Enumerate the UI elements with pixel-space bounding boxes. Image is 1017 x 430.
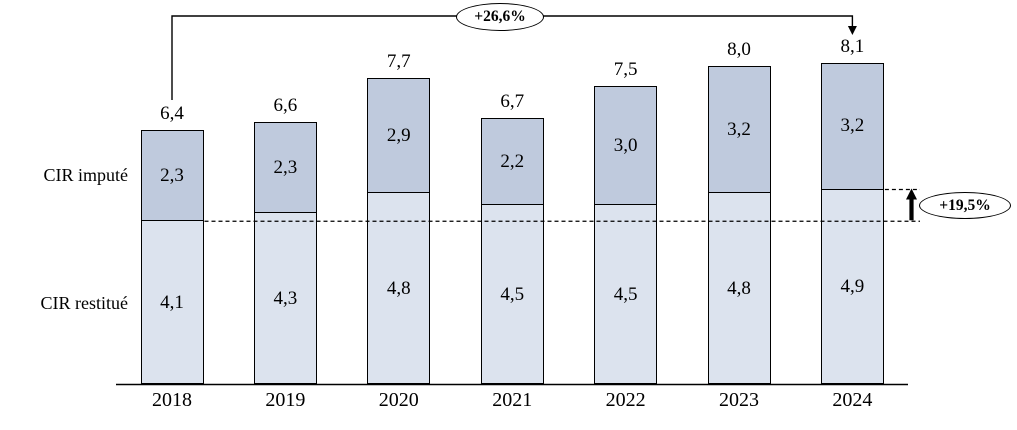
bar-segment-restitue-2023 (707, 193, 771, 384)
year-label-2024: 2024 (832, 389, 873, 411)
value-label-restitue-2024: 4,9 (840, 275, 865, 297)
bar-segment-impute-2018 (140, 129, 204, 222)
restitue-growth-ellipse: +19,5% (919, 192, 1011, 219)
value-label-restitue-2019: 4,3 (273, 287, 298, 309)
total-label-2023: 8,0 (727, 39, 751, 61)
bar-segment-restitue-2024 (820, 189, 884, 384)
value-label-impute-2020: 2,9 (386, 124, 411, 146)
year-label-2018: 2018 (152, 389, 192, 411)
total-label-2019: 6,6 (273, 95, 298, 117)
value-label-restitue-2021: 4,5 (500, 283, 525, 305)
value-label-restitue-2022: 4,5 (613, 283, 638, 305)
bar-segment-restitue-2018 (140, 221, 204, 384)
total-label-2018: 6,4 (160, 102, 184, 124)
bar-segment-restitue-2021 (480, 205, 544, 384)
year-label-2023: 2023 (719, 389, 759, 411)
year-label-2022: 2022 (605, 389, 646, 411)
value-label-impute-2019: 2,3 (273, 156, 298, 178)
bar-segment-restitue-2019 (253, 213, 317, 384)
series-label-cir-impute: CIR imputé (43, 165, 129, 185)
value-label-restitue-2018: 4,1 (160, 291, 184, 313)
year-label-2021: 2021 (492, 389, 533, 411)
bar-segment-impute-2021 (480, 118, 544, 206)
total-label-2021: 6,7 (500, 91, 525, 113)
total-growth-label: +26,6% (474, 8, 526, 25)
value-label-restitue-2020: 4,8 (386, 277, 411, 299)
value-label-impute-2018: 2,3 (160, 164, 184, 186)
bar-segment-restitue-2022 (594, 205, 658, 384)
restitue-growth-label: +19,5% (939, 196, 991, 214)
value-label-impute-2021: 2,2 (500, 150, 525, 172)
value-label-impute-2024: 3,2 (840, 115, 865, 136)
total-label-2020: 7,7 (386, 51, 411, 73)
series-label-cir-restitue: CIR restitué (40, 293, 129, 313)
value-label-impute-2023: 3,2 (727, 118, 751, 140)
total-label-2022: 7,5 (613, 59, 638, 81)
bar-segment-impute-2019 (253, 122, 317, 214)
total-label-2024: 8,1 (840, 35, 865, 57)
value-label-impute-2022: 3,0 (613, 134, 638, 156)
value-label-restitue-2023: 4,8 (727, 277, 751, 299)
year-label-2020: 2020 (378, 389, 419, 411)
year-label-2019: 2019 (265, 389, 306, 411)
total-growth-ellipse: +26,6% (456, 3, 544, 31)
bar-segment-restitue-2020 (367, 193, 431, 384)
